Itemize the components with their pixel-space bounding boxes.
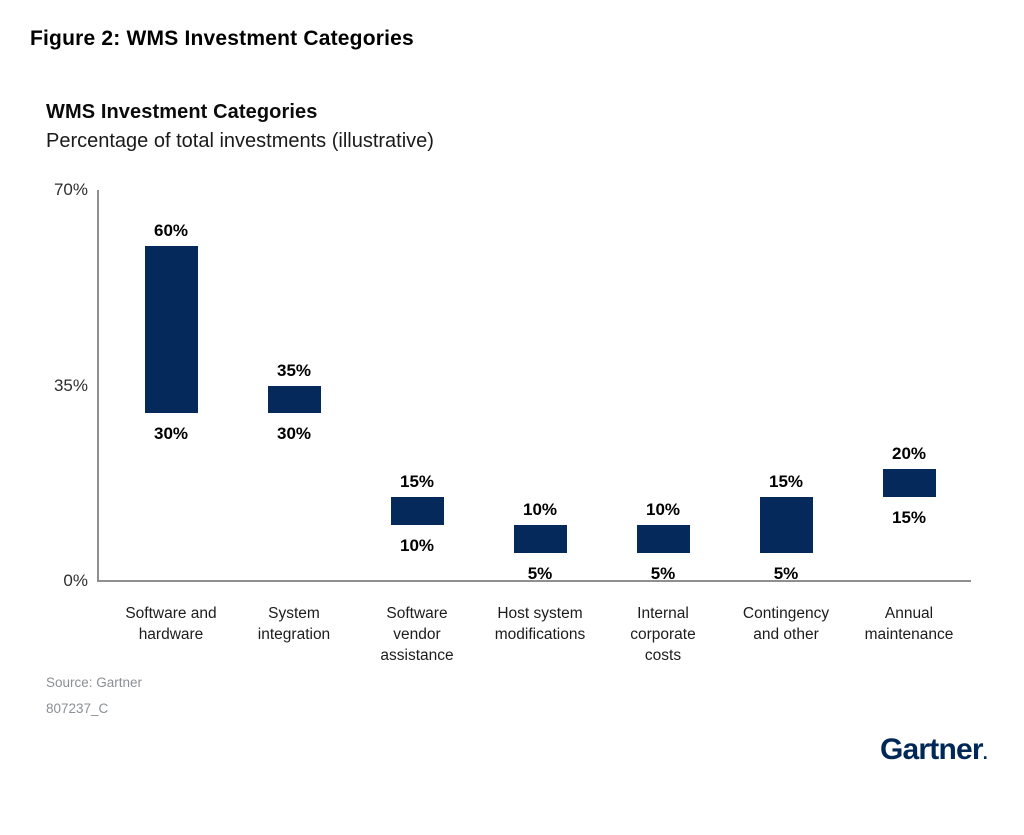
bar-software-vendor-assistance xyxy=(390,497,444,526)
bar-high-label-internal-corporate-costs: 10% xyxy=(645,500,681,520)
category-label-software-and-hardware: Software and hardware xyxy=(105,603,237,645)
category-label-internal-corporate-costs: Internal corporate costs xyxy=(597,603,729,666)
category-label-line: Annual xyxy=(884,605,934,622)
category-label-software-vendor-assistance: Software vendor assistance xyxy=(351,603,483,666)
category-label-line: vendor xyxy=(393,626,441,643)
bar-high-label-software-and-hardware: 60% xyxy=(153,220,189,240)
bar-annual-maintenance xyxy=(882,469,936,498)
category-label-line: Internal xyxy=(637,605,689,622)
gartner-logo: Gartner. xyxy=(880,733,988,767)
category-label-line: costs xyxy=(644,647,682,664)
category-label-system-integration: System integration xyxy=(228,603,360,645)
category-label-line: hardware xyxy=(138,626,204,643)
category-label-line: maintenance xyxy=(864,626,954,643)
category-label-line: Software xyxy=(386,605,448,622)
category-label-host-system-modifications: Host system modifications xyxy=(474,603,606,645)
y-axis-line xyxy=(97,190,99,582)
gartner-logo-text: Gartner xyxy=(880,733,984,766)
bar-low-label-host-system-modifications: 5% xyxy=(527,564,553,584)
bar-high-label-contingency-and-other: 15% xyxy=(768,472,804,492)
bar-host-system-modifications xyxy=(513,525,567,554)
x-axis-line xyxy=(97,580,971,582)
bar-low-label-software-and-hardware: 30% xyxy=(153,424,189,444)
bar-high-label-software-vendor-assistance: 15% xyxy=(399,472,435,492)
source-note: Source: Gartner xyxy=(46,675,143,690)
bar-high-label-system-integration: 35% xyxy=(276,360,312,380)
chart-title: WMS Investment Categories xyxy=(46,101,318,123)
bar-low-label-software-vendor-assistance: 10% xyxy=(399,536,435,556)
category-label-line: and other xyxy=(753,626,819,643)
document-id: 807237_C xyxy=(46,701,109,716)
category-label-line: assistance xyxy=(380,647,454,664)
y-tick-70: 70% xyxy=(53,180,88,199)
category-label-line: Contingency xyxy=(742,605,830,622)
y-tick-35: 35% xyxy=(53,375,88,395)
category-label-line: modifications xyxy=(494,626,586,643)
chart-subtitle: Percentage of total investments (illustr… xyxy=(46,130,434,152)
category-label-annual-maintenance: Annual maintenance xyxy=(843,603,975,645)
bar-low-label-contingency-and-other: 5% xyxy=(773,564,799,584)
registered-mark: . xyxy=(982,743,988,763)
figure-title: Figure 2: WMS Investment Categories xyxy=(30,27,414,50)
bar-system-integration xyxy=(267,385,321,414)
bar-internal-corporate-costs xyxy=(636,525,690,554)
category-label-contingency-and-other: Contingency and other xyxy=(720,603,852,645)
category-label-line: Software and xyxy=(125,605,217,622)
bar-low-label-annual-maintenance: 15% xyxy=(891,508,927,528)
bar-high-label-annual-maintenance: 20% xyxy=(891,444,927,464)
bar-low-label-system-integration: 30% xyxy=(276,424,312,444)
y-tick-0: 0% xyxy=(63,571,88,590)
bar-software-and-hardware xyxy=(144,245,198,414)
category-label-line: Host system xyxy=(497,605,583,622)
category-label-line: corporate xyxy=(630,626,696,643)
bar-high-label-host-system-modifications: 10% xyxy=(522,500,558,520)
category-label-line: integration xyxy=(257,626,331,643)
bar-contingency-and-other xyxy=(759,497,813,554)
bar-low-label-internal-corporate-costs: 5% xyxy=(650,564,676,584)
category-label-line: System xyxy=(268,605,320,622)
